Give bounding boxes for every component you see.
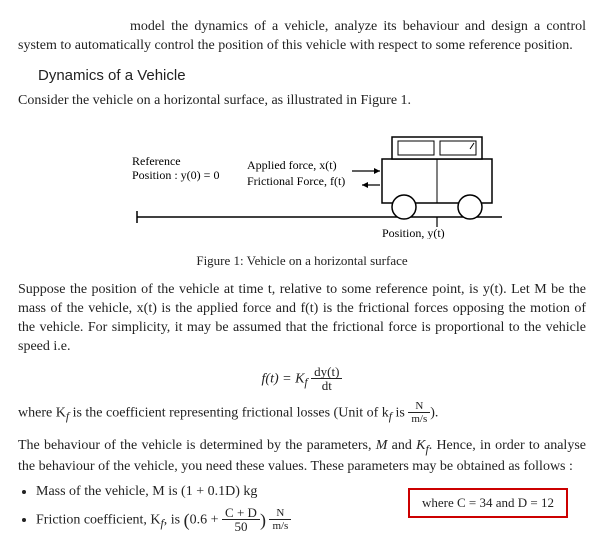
parameter-values-box: where C = 34 and D = 12 — [408, 488, 568, 518]
suppose-paragraph: Suppose the position of the vehicle at t… — [18, 281, 586, 357]
applied-force-label: Applied force, x(t) — [247, 158, 337, 172]
ref-label-1: Reference — [132, 154, 181, 168]
friction-force-label: Frictional Force, f(t) — [247, 174, 345, 188]
consider-paragraph: Consider the vehicle on a horizontal sur… — [18, 92, 586, 111]
friction-equation: f(t) = Kf dy(t) dt — [18, 365, 586, 393]
vehicle-icon — [382, 137, 492, 219]
where-kf-paragraph: where Kf is the coefficient representing… — [18, 401, 586, 425]
section-heading: Dynamics of a Vehicle — [38, 66, 586, 86]
intro-paragraph: model the dynamics of a vehicle, analyze… — [18, 18, 586, 56]
figure-1: Reference Position : y(0) = 0 Applied fo… — [18, 129, 586, 246]
vehicle-diagram: Reference Position : y(0) = 0 Applied fo… — [82, 129, 522, 239]
figure-caption: Figure 1: Vehicle on a horizontal surfac… — [18, 252, 586, 270]
ref-label-2: Position : y(0) = 0 — [132, 168, 219, 182]
position-label: Position, y(t) — [382, 226, 445, 239]
behaviour-paragraph: The behaviour of the vehicle is determin… — [18, 437, 586, 476]
